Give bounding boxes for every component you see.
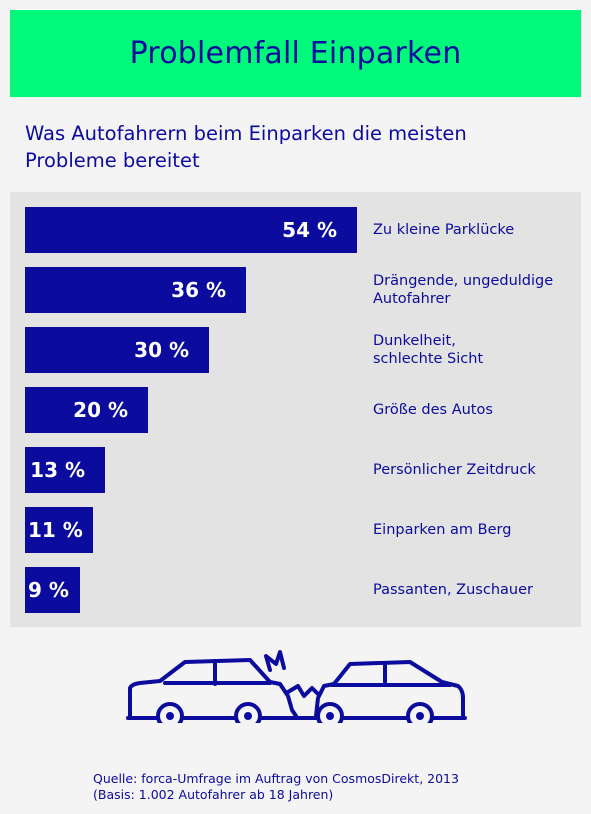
category-label: Größe des Autos [373,401,573,419]
category-label: Zu kleine Parklücke [373,221,573,239]
category-label: Einparken am Berg [373,521,573,539]
category-label-line: Einparken am Berg [373,522,512,538]
car-crash-icon [126,650,467,723]
category-label-line: Größe des Autos [373,402,493,418]
category-label-line: Persönlicher Zeitdruck [373,462,536,478]
bar-chart-panel: 54 % Zu kleine Parklücke 36 % Drängende, un… [10,192,581,627]
source-line-1: Quelle: forca-Umfrage im Auftrag von Cos… [93,771,459,786]
bar-value-label: 13 % [30,458,85,482]
bar [25,387,148,433]
category-label-line: schlechte Sicht [373,351,484,367]
bar [25,507,93,553]
source-line-2: (Basis: 1.002 Autofahrer ab 18 Jahren) [93,787,334,802]
header-banner: Problemfall Einparken [10,10,581,97]
bar [25,447,105,493]
category-label: Passanten, Zuschauer [373,581,573,599]
bar-value-label: 9 % [28,578,69,602]
category-label-line: Autofahrer [373,291,451,307]
subtitle-line-2: Probleme bereitet [25,149,200,172]
source-note: Quelle: forca-Umfrage im Auftrag von Cos… [93,771,573,803]
bar [25,207,357,253]
bar [25,567,80,613]
bar-value-label: 36 % [171,278,226,302]
page-title: Problemfall Einparken [129,36,462,71]
category-label-line: Drängende, ungeduldige [373,273,554,289]
category-label-line: Zu kleine Parklücke [373,222,515,238]
category-label: Persönlicher Zeitdruck [373,461,573,479]
category-label-line: Dunkelheit, [373,333,456,349]
bar-value-label: 54 % [282,218,337,242]
chart-subtitle: Was Autofahrern beim Einparken die meist… [25,120,565,174]
bar [25,327,209,373]
category-label: Dunkelheit, schlechte Sicht [373,332,573,368]
bar-value-label: 20 % [73,398,128,422]
category-label: Drängende, ungeduldige Autofahrer [373,272,573,308]
bar-value-label: 11 % [28,518,83,542]
category-label-line: Passanten, Zuschauer [373,582,533,598]
subtitle-line-1: Was Autofahrern beim Einparken die meist… [25,122,467,145]
bar-value-label: 30 % [134,338,189,362]
bar [25,267,246,313]
